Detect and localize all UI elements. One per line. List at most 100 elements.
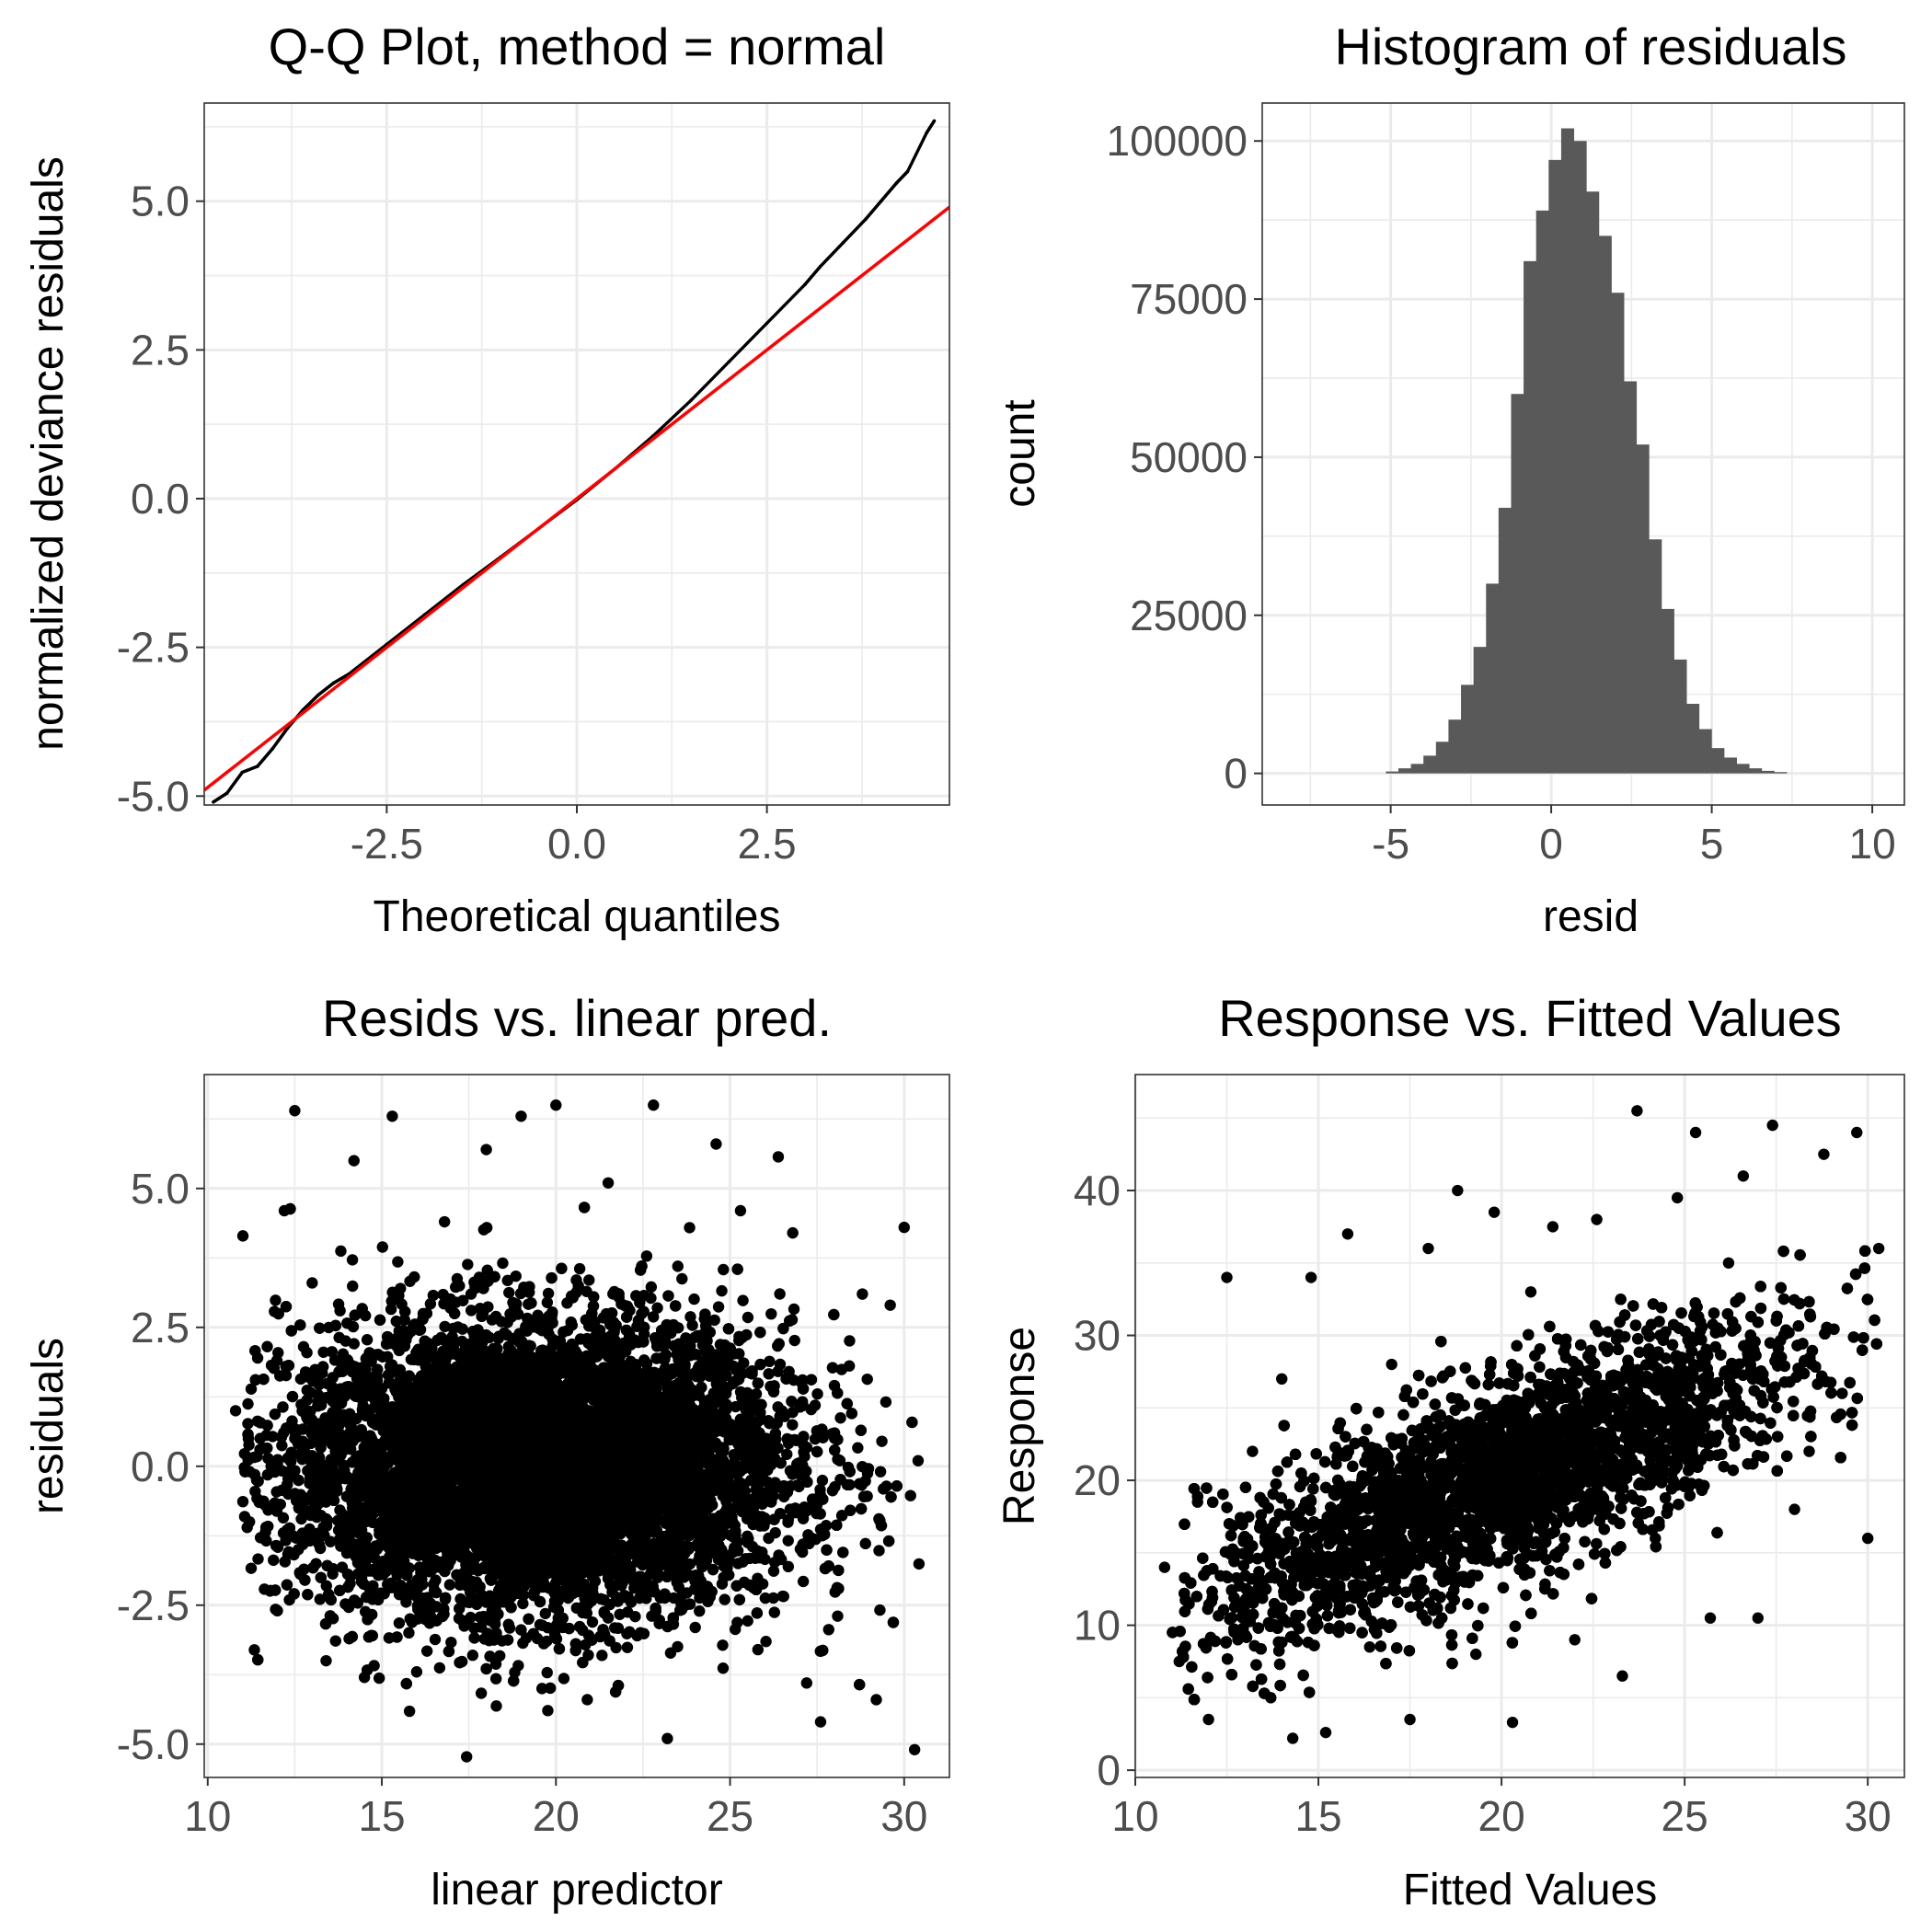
scatter-point	[317, 1346, 329, 1358]
histogram-bar	[1598, 236, 1612, 774]
scatter-point	[861, 1373, 873, 1386]
qq-point	[864, 217, 868, 221]
scatter-point	[280, 1369, 293, 1382]
scatter-point	[640, 1250, 653, 1262]
x-tick-label: 10	[1849, 820, 1896, 868]
qq-point	[894, 181, 898, 186]
histogram-bar	[1548, 159, 1562, 774]
histogram-bar	[1723, 757, 1737, 774]
qq-point	[905, 169, 910, 174]
x-tick-label: -5	[1372, 820, 1409, 868]
scatter-point	[347, 1280, 359, 1293]
scatter-point	[859, 1537, 871, 1550]
scatter-point	[708, 1314, 720, 1327]
y-tick-label: 5.0	[131, 178, 190, 225]
histogram-bar	[1749, 768, 1763, 774]
scatter-point	[782, 1560, 795, 1573]
histogram-bar	[1410, 764, 1424, 774]
scatter-point	[385, 1303, 397, 1316]
qq-point	[212, 799, 215, 804]
qq-point	[879, 199, 883, 203]
scatter-point	[252, 1553, 264, 1565]
data-layer	[204, 119, 949, 804]
histogram-bar	[1611, 293, 1625, 774]
scatter-point	[767, 1592, 779, 1604]
histogram-bar	[1623, 381, 1638, 774]
qq-point	[841, 241, 845, 245]
histogram-bar	[1686, 704, 1700, 774]
histogram-bar	[1573, 141, 1587, 774]
scatter-point	[403, 1627, 415, 1639]
scatter-point	[393, 1617, 406, 1629]
y-tick-label: 100000	[1107, 117, 1248, 165]
scatter-point	[466, 1650, 479, 1662]
scatter-point	[834, 1412, 846, 1424]
scatter-point	[548, 1627, 561, 1640]
qq-point	[818, 265, 822, 269]
scatter-point	[245, 1383, 258, 1395]
histogram-bar	[1386, 771, 1399, 774]
x-axis-label: resid	[1543, 892, 1639, 941]
scatter-point	[320, 1580, 332, 1592]
scatter-point	[403, 1705, 416, 1718]
scatter-point	[809, 1399, 822, 1411]
qq-point	[270, 746, 275, 751]
qq-point	[932, 119, 937, 123]
histogram-bar	[1698, 729, 1712, 774]
x-tick-label: 0.0	[547, 820, 606, 868]
scatter-point	[447, 1322, 459, 1335]
histogram-bar	[1736, 764, 1750, 774]
scatter-point	[737, 1294, 749, 1306]
qq-point	[765, 321, 769, 326]
histogram-bar	[1524, 260, 1537, 774]
scatter-point	[719, 1593, 730, 1605]
panel-border	[1261, 102, 1905, 806]
qq-point	[925, 131, 929, 135]
panel-title: Q-Q Plot, method = normal	[269, 17, 886, 75]
histogram-bar	[1761, 770, 1775, 774]
scatter-point	[460, 1751, 473, 1763]
scatter-point	[811, 1387, 823, 1400]
scatter-point	[816, 1474, 829, 1487]
histogram-bar	[1649, 539, 1662, 774]
scatter-point	[596, 1650, 608, 1662]
x-tick-label: 2.5	[738, 820, 797, 868]
histogram-bar	[1774, 772, 1788, 774]
x-tick-label: 5	[1700, 820, 1724, 868]
scatter-point	[742, 1615, 753, 1627]
scatter-point	[456, 1323, 468, 1335]
qq-point	[803, 282, 807, 287]
histogram-bar	[1535, 210, 1549, 774]
data-layer	[1386, 128, 1788, 774]
y-tick-label: 0	[1224, 750, 1248, 798]
grid-lines	[204, 103, 949, 805]
scatter-point	[373, 1672, 385, 1685]
y-axis-label: count	[995, 399, 1044, 507]
x-axis-label: Theoretical quantiles	[374, 892, 781, 941]
qq-point	[727, 360, 731, 364]
x-tick-label: -2.5	[351, 820, 423, 868]
histogram-bar	[1673, 659, 1687, 774]
histogram-bar	[1423, 755, 1437, 774]
qq-reference-line	[204, 205, 949, 792]
qq-point	[689, 398, 693, 403]
histogram-bar	[1661, 608, 1674, 774]
scatter-point	[877, 1483, 890, 1495]
y-tick-label: 75000	[1130, 275, 1248, 323]
scatter-point	[475, 1687, 488, 1699]
qq-point	[256, 765, 259, 768]
histogram-bar	[1711, 748, 1725, 774]
qq-point	[331, 681, 336, 685]
histogram-bar	[1397, 768, 1412, 774]
scatter-point	[503, 1286, 515, 1299]
y-tick-label: 25000	[1130, 592, 1248, 639]
panel-title: Histogram of residuals	[1334, 17, 1846, 75]
histogram-bar	[1461, 684, 1475, 774]
y-tick-label: 50000	[1130, 433, 1248, 481]
histogram-bar	[1498, 507, 1512, 774]
scatter-point	[764, 1355, 776, 1368]
histogram-bar	[1511, 394, 1524, 774]
histogram-bar	[1473, 647, 1487, 774]
